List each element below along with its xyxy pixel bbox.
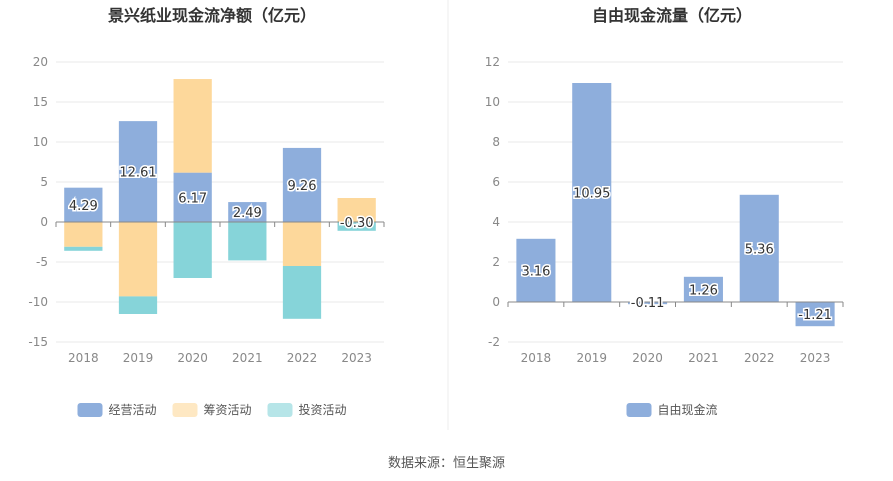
data-label: -0.30 (340, 216, 374, 231)
bar (337, 222, 376, 231)
bar (572, 83, 612, 302)
legend-swatch (267, 403, 293, 417)
bar (173, 222, 212, 278)
y-tick-label: 10 (33, 135, 48, 149)
y-tick-label: 8 (492, 135, 500, 149)
legend-swatch (77, 403, 103, 417)
x-tick-label: 2020 (632, 351, 663, 365)
data-label: -0.11 (631, 296, 665, 311)
y-tick-label: 0 (492, 295, 500, 309)
bar (739, 194, 779, 302)
legend-label: 筹资活动 (204, 403, 252, 417)
bar (282, 266, 322, 319)
x-tick-label: 2018 (68, 351, 99, 365)
bar (683, 276, 723, 302)
bar (628, 302, 668, 305)
y-tick-label: -5 (36, 255, 48, 269)
bar (173, 79, 212, 173)
cashflow-net-chart: 景兴纸业现金流净额（亿元） -15 -10 -5 0 5 10 15 20 4.29 12.61 6.… (28, 6, 385, 417)
x-tick-label: 2020 (177, 351, 208, 365)
data-label: 12.61 (119, 166, 156, 181)
bar (64, 246, 103, 251)
y-tick-label: 20 (33, 55, 48, 69)
y-tick-label: 4 (492, 215, 500, 229)
bar (228, 202, 267, 222)
bar (795, 302, 835, 327)
x-tick-label: 2023 (800, 351, 831, 365)
bar (118, 222, 158, 297)
x-tick-label: 2023 (341, 351, 372, 365)
data-label: 2.49 (233, 206, 262, 221)
data-label: -1.21 (798, 308, 832, 323)
legend-swatch (172, 403, 198, 417)
bar (64, 222, 103, 247)
x-tick-label: 2022 (744, 351, 775, 365)
y-tick-label: 0 (40, 215, 48, 229)
data-label: 3.16 (521, 264, 550, 279)
y-tick-label: 6 (492, 175, 500, 189)
y-tick-label: 10 (485, 95, 500, 109)
legend-label: 投资活动 (299, 402, 347, 417)
bar (118, 296, 158, 314)
y-tick-label: 2 (492, 255, 500, 269)
chart-title: 景兴纸业现金流净额（亿元） (108, 6, 316, 25)
y-tick-label: 5 (40, 175, 48, 189)
bar (516, 238, 556, 302)
bar (118, 121, 158, 222)
y-tick-label: -10 (28, 295, 48, 309)
bar (228, 222, 267, 261)
bar (337, 198, 376, 222)
data-label: 6.17 (178, 191, 207, 206)
bar (64, 187, 103, 222)
x-tick-label: 2022 (287, 351, 318, 365)
bar (282, 147, 322, 222)
legend-label: 自由现金流 (658, 402, 718, 417)
legend-swatch (626, 403, 652, 417)
data-label: 4.29 (69, 199, 98, 214)
y-tick-label: 15 (33, 95, 48, 109)
data-label: 1.26 (689, 283, 718, 298)
data-label: 5.36 (745, 242, 774, 257)
x-tick-label: 2019 (123, 351, 154, 365)
x-tick-label: 2021 (232, 351, 263, 365)
x-tick-label: 2018 (521, 351, 552, 365)
source-note: 数据来源：恒生聚源 (387, 456, 505, 471)
free-cashflow-chart: 自由现金流量（亿元） -2 0 2 4 6 8 10 12 3.16 10.95 -0.11 1.26 5… (485, 6, 844, 417)
data-label: 10.95 (573, 187, 610, 202)
y-tick-label: 12 (485, 55, 500, 69)
y-tick-label: -2 (488, 335, 500, 349)
bar (282, 222, 322, 266)
chart-title: 自由现金流量（亿元） (592, 6, 752, 25)
x-tick-label: 2021 (688, 351, 719, 365)
data-label: 9.26 (288, 179, 317, 194)
x-tick-label: 2019 (576, 351, 607, 365)
y-tick-label: -15 (28, 335, 48, 349)
legend-label: 经营活动 (109, 403, 157, 417)
bar (173, 172, 212, 222)
